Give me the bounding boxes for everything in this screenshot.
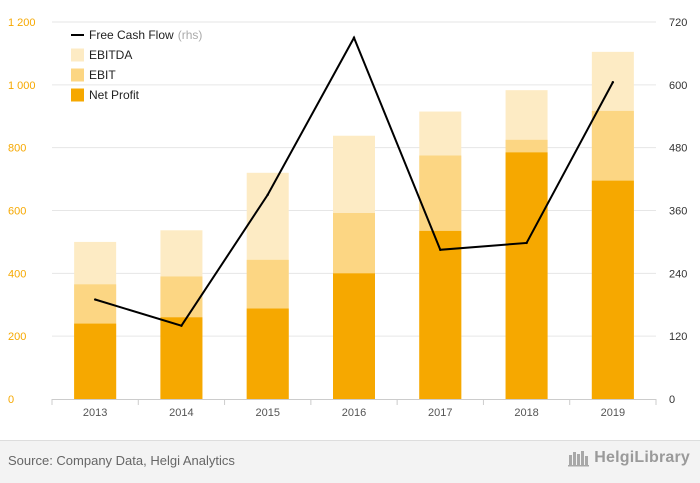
line-point (352, 36, 356, 39)
legend-label: Net Profit (89, 88, 140, 102)
legend-label: Free Cash Flow (rhs) (89, 28, 202, 42)
x-tick-label: 2018 (514, 407, 538, 419)
x-tick-label: 2019 (601, 407, 625, 419)
line-point (525, 241, 528, 245)
logo-text: HelgiLibrary (594, 449, 690, 466)
bar-net-profit (246, 308, 289, 399)
y-left-tick-label: 1 000 (8, 80, 36, 92)
bar-net-profit (333, 273, 375, 399)
legend-marker-square (71, 68, 84, 82)
legend-marker-square (71, 88, 84, 102)
chart: 0 200 400 600 800 1 000 1 200 0 120 240 360 480 600 7… (8, 17, 687, 419)
y-right-tick-label: 120 (669, 331, 687, 343)
y-right-tick-label: 240 (669, 268, 687, 280)
y-right-tick-label: 0 (669, 394, 675, 406)
legend-label: EBITDA (89, 48, 132, 62)
helgi-logo-icon (568, 451, 590, 467)
bar-net-profit (74, 323, 117, 399)
x-tick-label: 2016 (342, 407, 366, 419)
y-left-tick-label: 400 (8, 268, 26, 280)
bar-net-profit (160, 317, 203, 399)
line-point (439, 248, 442, 251)
x-tick-label: 2014 (169, 407, 193, 419)
bar-net-profit (505, 152, 548, 399)
x-tick-label: 2013 (83, 407, 107, 419)
y-left-tick-label: 1 200 (8, 17, 36, 29)
y-left-tick-label: 800 (8, 143, 26, 155)
chart-svg: 0 200 400 600 800 1 000 1 200 0 120 240 360 480 600 7… (8, 17, 687, 419)
y-right-tick-label: 480 (669, 143, 687, 155)
y-left-tick-label: 0 (8, 394, 14, 406)
y-right-tick-label: 600 (669, 80, 687, 92)
legend-marker-square (71, 48, 84, 62)
y-right-tick-label: 720 (669, 17, 687, 29)
line-point (611, 81, 615, 84)
line-point (93, 298, 97, 301)
legend-label: EBIT (89, 68, 116, 82)
y-left-tick-label: 600 (8, 206, 26, 218)
footer: Source: Company Data, Helgi Analytics He… (0, 440, 700, 483)
y-left-tick-label: 200 (8, 331, 26, 343)
x-tick-label: 2017 (428, 407, 452, 419)
bar-net-profit (591, 180, 634, 399)
source-note: Source: Company Data, Helgi Analytics (8, 453, 235, 468)
x-tick-label: 2015 (255, 407, 279, 419)
line-point (180, 324, 183, 327)
y-right-tick-label: 360 (669, 206, 687, 218)
helgi-library-logo[interactable]: HelgiLibrary (568, 449, 690, 467)
bar-net-profit (419, 230, 462, 399)
line-point (266, 193, 269, 196)
